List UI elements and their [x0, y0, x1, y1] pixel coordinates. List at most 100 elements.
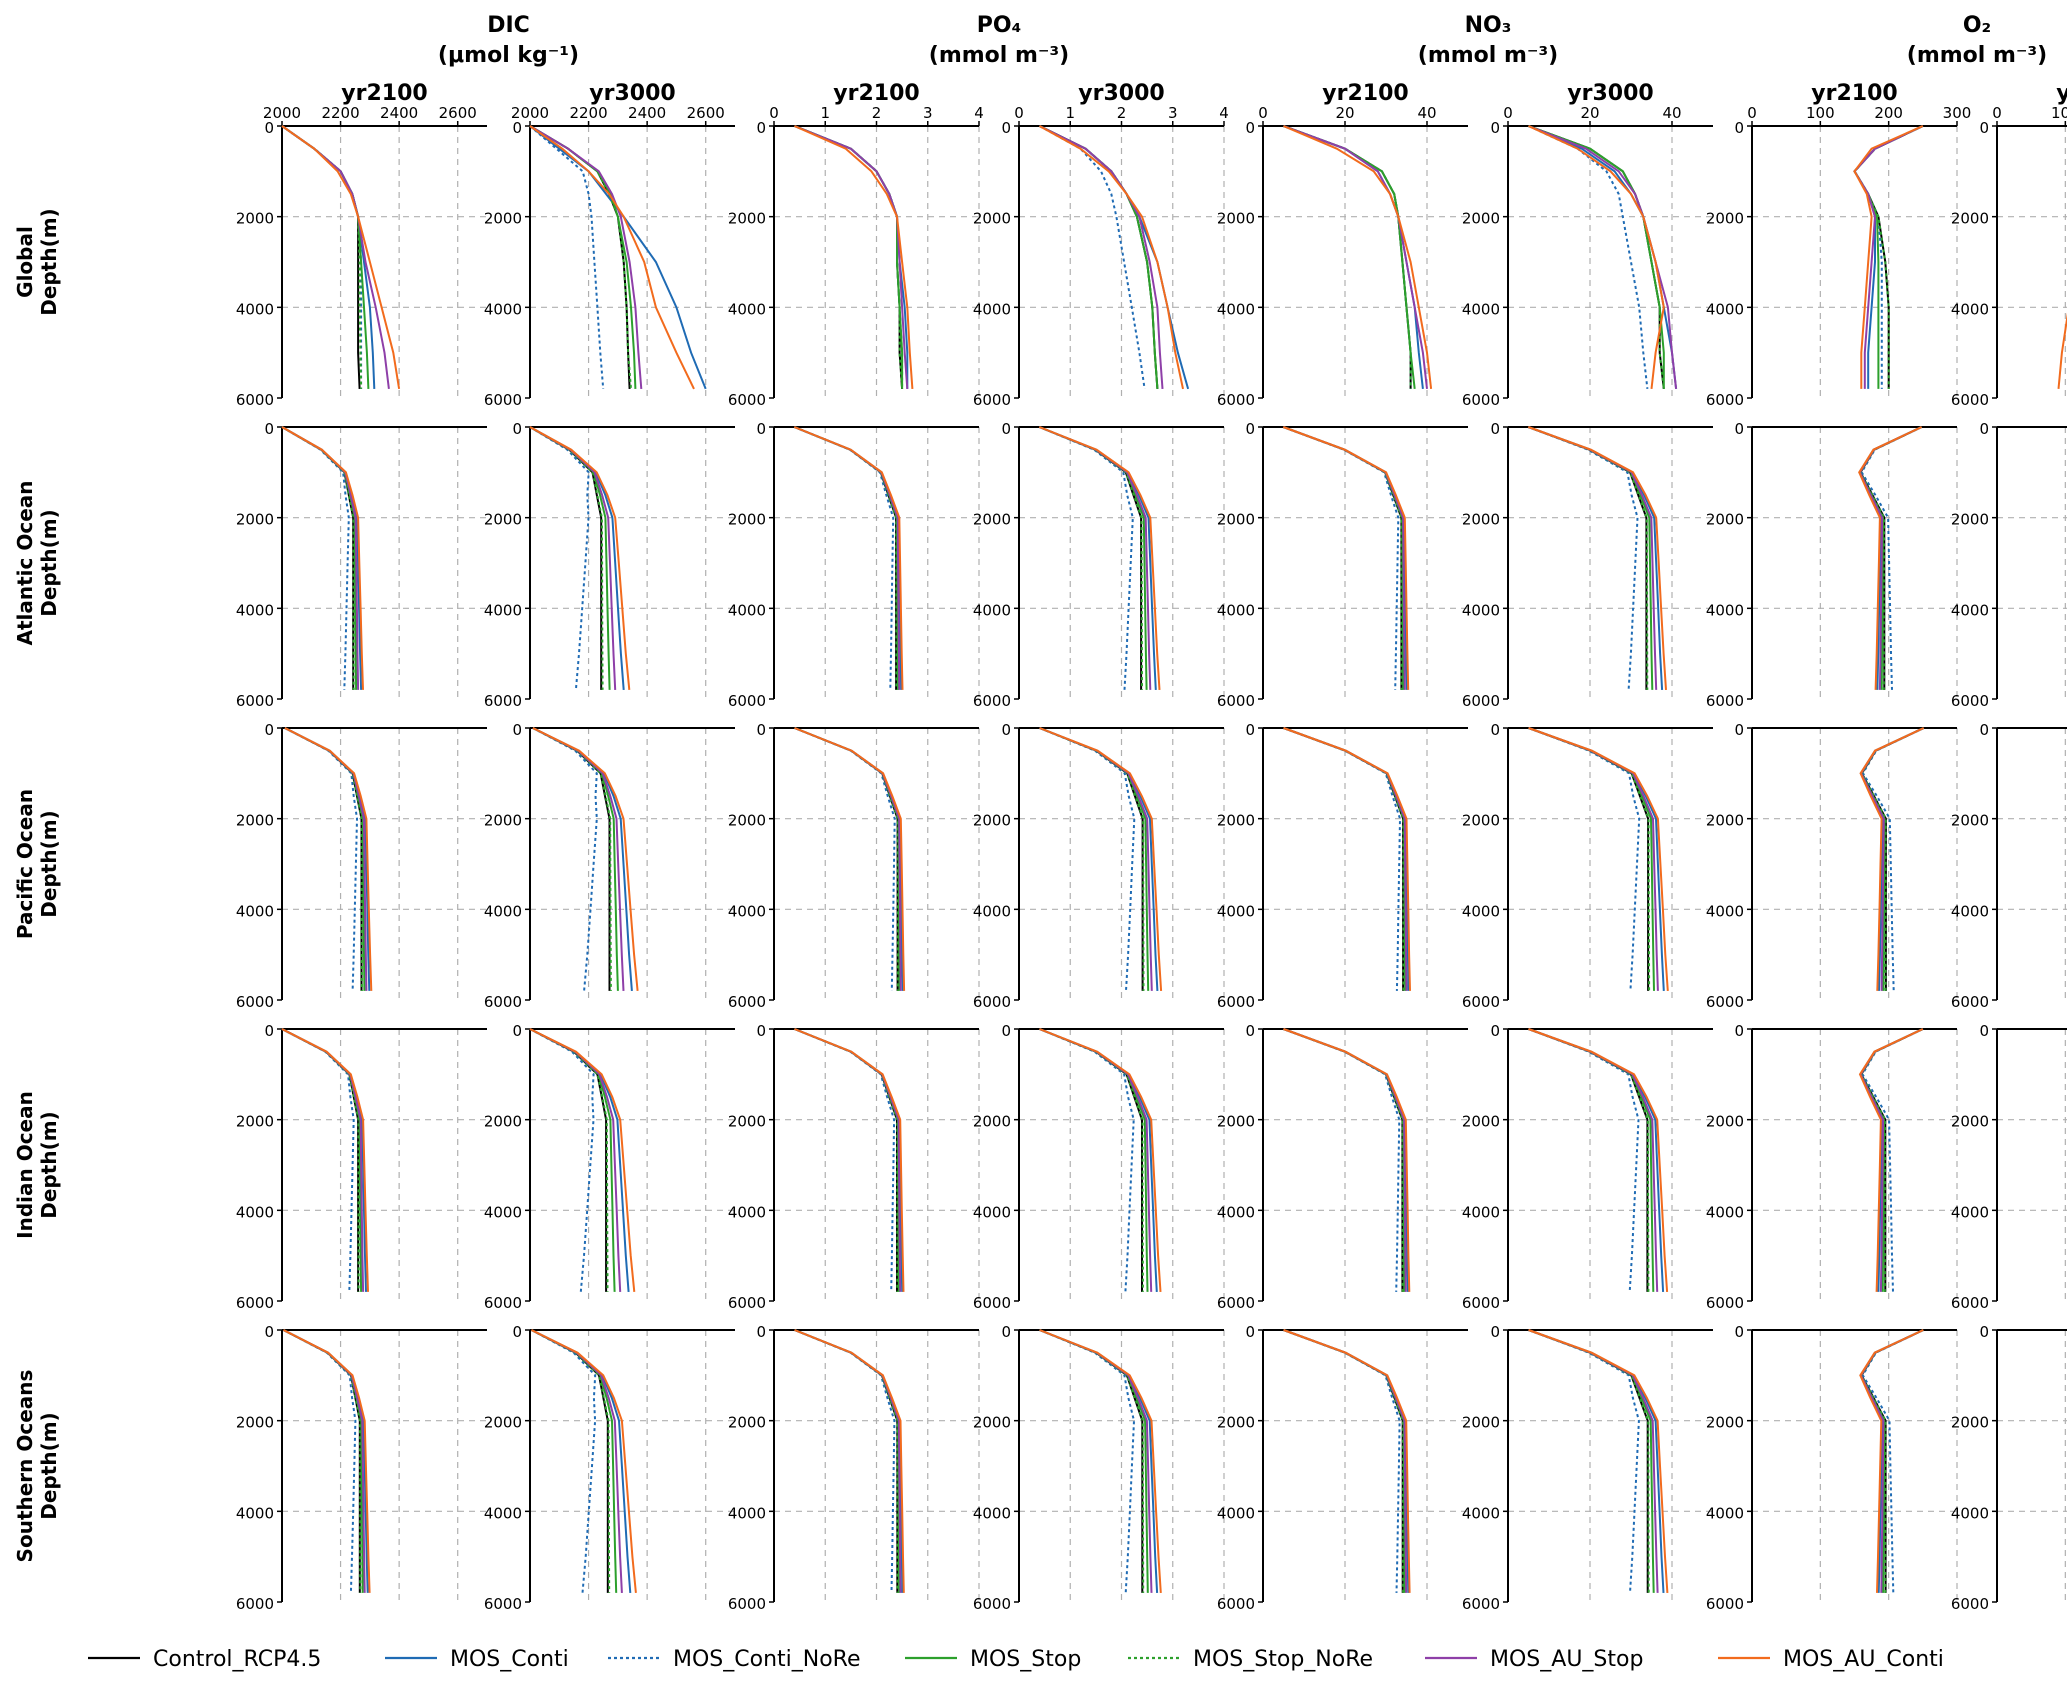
- y-tick-label: 6000: [728, 692, 766, 710]
- profile-line-mos-conti: [1859, 1028, 1924, 1292]
- x-tick-label: 100: [2051, 104, 2067, 122]
- y-tick-label: 0: [264, 1022, 274, 1040]
- y-tick-label: 4000: [1217, 300, 1255, 318]
- profile-line-mos-conti-nore: [532, 727, 598, 991]
- region-label: Southern Oceans: [13, 1370, 37, 1563]
- y-tick-label: 6000: [236, 391, 274, 409]
- profile-line-mos-stop-nore: [793, 426, 898, 690]
- x-tick-label: 2200: [569, 104, 607, 122]
- profile-line-mos-conti: [1527, 426, 1664, 690]
- profile-line-mos-conti: [794, 1028, 904, 1292]
- profile-line-mos-stop: [532, 727, 619, 991]
- y-tick-label: 0: [1734, 119, 1744, 137]
- legend-label: MOS_AU_Conti: [1783, 1647, 1944, 1672]
- y-tick-label: 6000: [1217, 692, 1255, 710]
- panel-southern-oceans-o2-yr2100: 0 2000 4000 6000: [1706, 1323, 1958, 1613]
- y-tick-label: 0: [264, 119, 274, 137]
- profile-line-mos-stop: [1283, 125, 1416, 390]
- y-tick-label: 0: [1979, 1022, 1989, 1040]
- profile-line-mos-conti-nore: [281, 125, 363, 389]
- profile-line-mos-au-stop: [794, 727, 902, 991]
- profile-line-mos-conti: [1283, 727, 1410, 991]
- profile-line-mos-stop-nore: [1528, 1329, 1650, 1593]
- profile-line-mos-conti: [794, 727, 904, 991]
- y-tick-label: 4000: [1217, 902, 1255, 920]
- y-tick-label: 6000: [484, 1595, 522, 1613]
- x-tick-label: 2200: [321, 104, 359, 122]
- profile-line-mos-conti: [529, 125, 707, 390]
- profile-line-mos-au-stop: [1853, 125, 1924, 389]
- profile-line-mos-au-conti: [281, 125, 401, 390]
- y-tick-label: 4000: [973, 300, 1011, 318]
- profile-line-mos-stop: [794, 727, 901, 991]
- profile-line-mos-au-conti: [794, 1329, 905, 1593]
- y-tick-label: 2000: [973, 1113, 1011, 1131]
- profile-line-mos-au-stop: [1528, 1329, 1659, 1593]
- y-tick-label: 4000: [484, 902, 522, 920]
- region-label: Atlantic Ocean: [13, 480, 37, 645]
- profile-line-control-rcp4-5: [1282, 426, 1403, 690]
- panel-southern-oceans-o2-yr3000: 0 2000 4000 6000: [1951, 1323, 2067, 1613]
- profile-line-mos-au-stop: [1527, 426, 1658, 690]
- y-tick-label: 2000: [236, 210, 274, 228]
- y-tick-label: 0: [1979, 119, 1989, 137]
- y-tick-label: 2000: [1951, 1414, 1989, 1432]
- y-tick-label: 6000: [484, 692, 522, 710]
- y-tick-label: 2000: [484, 812, 522, 830]
- y-tick-label: 6000: [728, 993, 766, 1011]
- profile-line-mos-stop-nore: [1859, 426, 1923, 690]
- y-tick-label: 6000: [1951, 692, 1989, 710]
- panel-indian-ocean-dic-yr2100: 0 2000 4000 6000: [236, 1022, 487, 1312]
- y-tick-label: 6000: [1706, 1294, 1744, 1312]
- y-tick-label: 6000: [1951, 1595, 1989, 1613]
- y-tick-label: 2000: [1462, 511, 1500, 529]
- profile-line-control-rcp4-5: [794, 1028, 898, 1292]
- profile-line-mos-au-stop: [1039, 1028, 1153, 1292]
- profile-line-mos-stop: [793, 426, 899, 690]
- y-tick-label: 2000: [236, 1414, 274, 1432]
- profile-line-mos-conti-nore: [1861, 1329, 1924, 1593]
- y-tick-label: 2000: [973, 1414, 1011, 1432]
- profile-line-control-rcp4-5: [1038, 426, 1143, 690]
- y-tick-label: 0: [264, 1323, 274, 1341]
- panel-pacific-ocean-o2-yr2100: 0 2000 4000 6000: [1706, 721, 1958, 1011]
- profile-line-mos-au-conti: [529, 1028, 636, 1292]
- panel-indian-ocean-dic-yr3000: 0 2000 4000 6000: [484, 1022, 735, 1312]
- profile-line-mos-stop-nore: [1283, 125, 1412, 389]
- y-tick-label: 2000: [1462, 210, 1500, 228]
- profile-line-mos-stop-nore: [281, 426, 355, 690]
- y-tick-label: 0: [1734, 1022, 1744, 1040]
- y-tick-label: 2000: [1951, 812, 1989, 830]
- profile-line-mos-au-conti: [1859, 1329, 1924, 1593]
- profile-line-mos-au-conti: [284, 727, 373, 991]
- y-tick-label: 0: [1490, 1323, 1500, 1341]
- y-tick-label: 4000: [728, 1504, 766, 1522]
- variable-unit: (mmol m⁻³): [1907, 43, 2047, 68]
- profile-line-mos-stop: [1859, 1028, 1924, 1292]
- panel-southern-oceans-po4-yr2100: 0 2000 4000 6000: [728, 1323, 980, 1613]
- profile-line-mos-conti: [1039, 727, 1159, 991]
- y-tick-label: 2000: [1706, 210, 1744, 228]
- y-tick-label: 0: [1245, 119, 1255, 137]
- profile-line-mos-conti: [1528, 1028, 1665, 1292]
- profile-line-mos-au-conti: [1039, 1329, 1162, 1593]
- profile-line-mos-au-conti: [283, 1329, 371, 1593]
- profile-line-mos-au-conti: [1283, 1028, 1411, 1292]
- y-tick-label: 2000: [484, 210, 522, 228]
- panel-global-po4-yr3000: 0 2000 4000 6000 0 1 2 3 4: [973, 104, 1229, 409]
- panel-global-po4-yr2100: 0 2000 4000 6000 0 1 2 3 4: [728, 104, 984, 409]
- y-tick-label: 4000: [484, 1504, 522, 1522]
- x-tick-label: 2400: [380, 104, 418, 122]
- y-tick-label: 0: [756, 1022, 766, 1040]
- panel-pacific-ocean-o2-yr3000: 0 2000 4000 6000: [1951, 721, 2067, 1011]
- profile-line-mos-conti-nore: [1282, 426, 1400, 690]
- panel-atlantic-ocean-dic-yr3000: 0 2000 4000 6000: [484, 420, 735, 710]
- profile-line-mos-conti-nore: [1039, 727, 1136, 991]
- panel-global-no3-yr3000: 0 2000 4000 6000 0 20 40: [1462, 104, 1713, 409]
- panel-pacific-ocean-dic-yr2100: 0 2000 4000 6000: [236, 721, 487, 1011]
- y-tick-label: 0: [1245, 721, 1255, 739]
- y-tick-label: 6000: [973, 1294, 1011, 1312]
- y-tick-label: 2000: [1462, 812, 1500, 830]
- y-tick-label: 0: [1001, 119, 1011, 137]
